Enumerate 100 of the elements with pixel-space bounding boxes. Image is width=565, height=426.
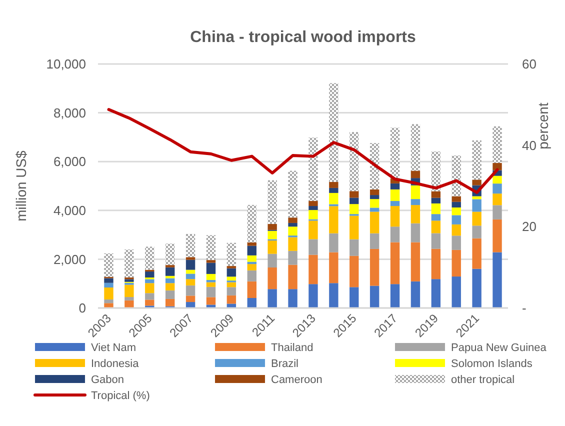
- bar: [206, 260, 216, 263]
- legend-label: Thailand: [271, 342, 314, 354]
- bar: [288, 264, 298, 290]
- bar: [226, 268, 236, 277]
- bar: [145, 272, 154, 278]
- bar: [452, 196, 461, 202]
- bar: [370, 233, 380, 249]
- bar: [145, 300, 154, 306]
- bar: [370, 199, 380, 208]
- bar: [492, 176, 502, 184]
- bar: [226, 242, 236, 266]
- y2-tick-label: -: [522, 300, 526, 316]
- bar: [492, 194, 502, 206]
- y2-tick-label: 40: [522, 138, 536, 153]
- bar: [165, 244, 175, 266]
- bar: [472, 196, 482, 200]
- bar: [410, 170, 420, 178]
- bar: [390, 183, 400, 190]
- bar: [329, 233, 338, 252]
- bar: [370, 195, 380, 200]
- bar: [226, 276, 236, 281]
- bar: [410, 199, 420, 206]
- bar: [431, 248, 441, 280]
- bar: [268, 230, 277, 240]
- bar: [431, 233, 441, 249]
- bar: [370, 286, 380, 308]
- bar: [452, 207, 461, 216]
- y-tick-label: 0: [78, 300, 86, 316]
- bar: [165, 278, 175, 284]
- y2-tick-label: 20: [522, 219, 536, 234]
- bar: [206, 274, 216, 280]
- bar: [186, 296, 196, 302]
- bar: [308, 254, 318, 284]
- bar: [452, 250, 461, 277]
- bar: [350, 204, 359, 214]
- bar: [308, 206, 318, 210]
- bar: [350, 256, 359, 288]
- bar: [308, 284, 318, 308]
- bar: [165, 267, 175, 276]
- bar: [390, 128, 400, 178]
- bar: [329, 252, 338, 284]
- bar: [247, 298, 256, 308]
- bar: [268, 180, 277, 224]
- bar: [350, 287, 359, 308]
- bar: [410, 124, 420, 171]
- y-axis-title: million US$: [13, 150, 29, 222]
- legend-label: Cameroon: [271, 374, 322, 386]
- bar: [186, 257, 196, 260]
- bar: [206, 235, 216, 260]
- bar: [124, 279, 134, 282]
- bar: [226, 304, 236, 308]
- bar: [186, 285, 196, 296]
- bar: [431, 279, 441, 308]
- bar: [308, 239, 318, 255]
- bar: [288, 250, 298, 265]
- bar: [390, 284, 400, 308]
- bar: [410, 281, 420, 308]
- bar: [247, 246, 256, 256]
- bar: [308, 201, 318, 206]
- legend-label: other tropical: [451, 374, 515, 386]
- y-tick-label: 8,000: [53, 105, 86, 120]
- bar: [390, 226, 400, 242]
- bar: [431, 191, 441, 198]
- bar: [329, 182, 338, 188]
- bar: [124, 300, 134, 308]
- bar: [145, 246, 154, 270]
- bar: [288, 222, 298, 227]
- bar: [206, 282, 216, 287]
- bar: [247, 264, 256, 270]
- bar: [206, 286, 216, 298]
- bar: [329, 83, 338, 182]
- bar: [247, 204, 256, 242]
- bar: [431, 198, 441, 204]
- bar: [350, 191, 359, 198]
- bar: [390, 201, 400, 206]
- bar: [288, 237, 298, 251]
- bar: [472, 180, 482, 186]
- bar: [186, 279, 196, 286]
- bar: [165, 298, 175, 306]
- y2-axis-title: percent: [535, 102, 551, 150]
- bar: [124, 297, 134, 300]
- bar: [350, 132, 359, 192]
- bar: [104, 253, 114, 278]
- y-tick-label: 10,000: [46, 56, 86, 72]
- bar: [452, 276, 461, 308]
- bar: [247, 255, 256, 262]
- bar: [268, 254, 277, 268]
- legend-label: Gabon: [91, 374, 124, 386]
- bar: [492, 252, 502, 308]
- bar: [370, 212, 380, 234]
- bar: [288, 289, 298, 308]
- bar: [124, 249, 134, 278]
- bar: [350, 216, 359, 240]
- bar: [308, 138, 318, 202]
- bar: [329, 206, 338, 234]
- bar: [104, 303, 114, 308]
- bar: [288, 218, 298, 223]
- bar: [247, 242, 256, 246]
- bar: [492, 126, 502, 163]
- bar: [390, 242, 400, 284]
